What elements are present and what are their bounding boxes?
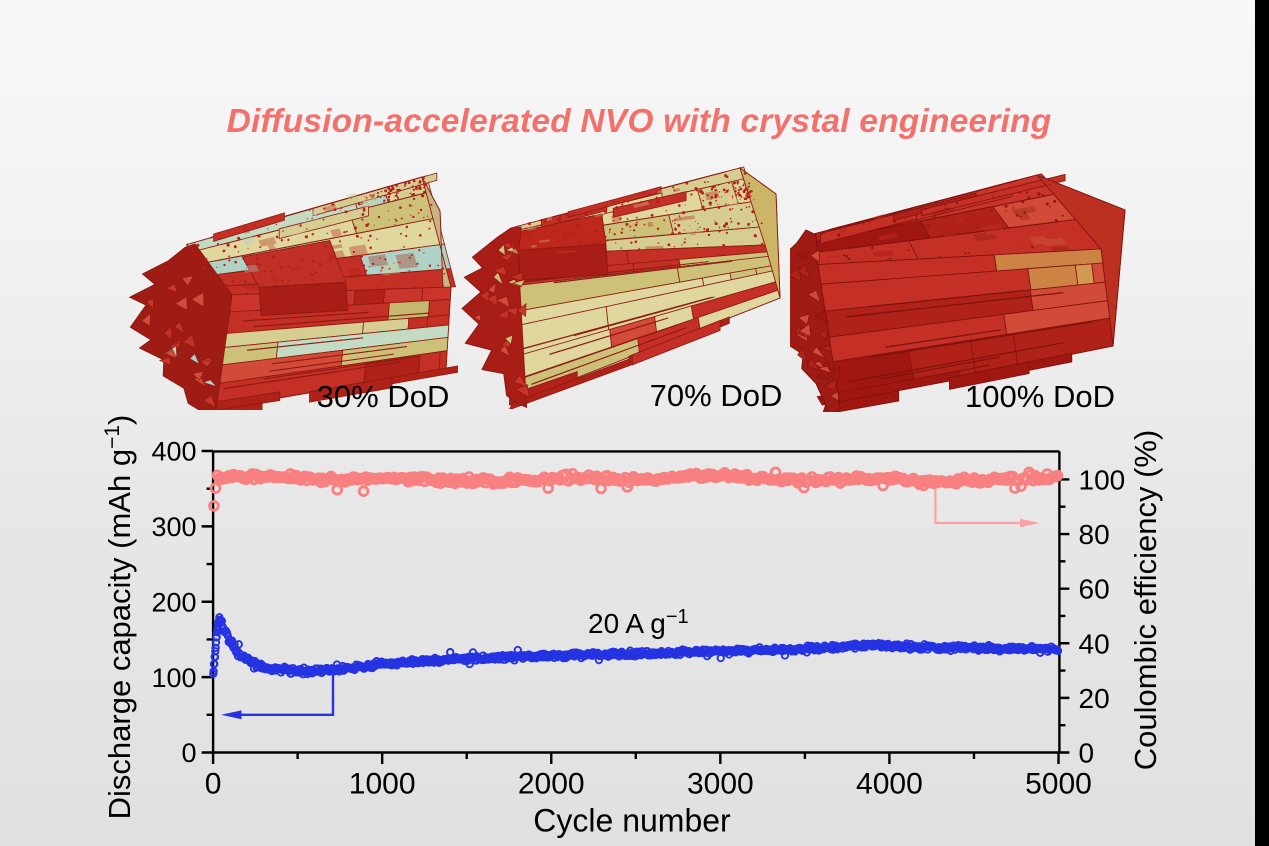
- svg-text:Cycle number: Cycle number: [533, 803, 731, 839]
- svg-text:60: 60: [1079, 574, 1110, 605]
- svg-text:400: 400: [151, 437, 196, 467]
- svg-text:20: 20: [1079, 683, 1110, 714]
- svg-text:100: 100: [1079, 464, 1126, 495]
- svg-text:80: 80: [1079, 519, 1110, 550]
- svg-text:4000: 4000: [856, 768, 923, 801]
- svg-text:100: 100: [151, 663, 196, 693]
- svg-text:3000: 3000: [687, 768, 754, 801]
- svg-text:Coulombic efficiency (%): Coulombic efficiency (%): [1128, 430, 1163, 771]
- svg-text:200: 200: [151, 587, 196, 617]
- svg-text:20 A g−1: 20 A g−1: [588, 606, 689, 639]
- svg-text:1000: 1000: [349, 768, 416, 801]
- svg-text:0: 0: [1079, 738, 1095, 769]
- svg-text:40: 40: [1079, 628, 1110, 659]
- svg-text:0: 0: [181, 738, 196, 768]
- svg-text:2000: 2000: [518, 768, 585, 801]
- svg-text:0: 0: [205, 768, 222, 801]
- svg-text:Discharge capacity (mAh g−1): Discharge capacity (mAh g−1): [101, 415, 137, 820]
- svg-text:300: 300: [151, 512, 196, 542]
- svg-text:5000: 5000: [1025, 768, 1092, 801]
